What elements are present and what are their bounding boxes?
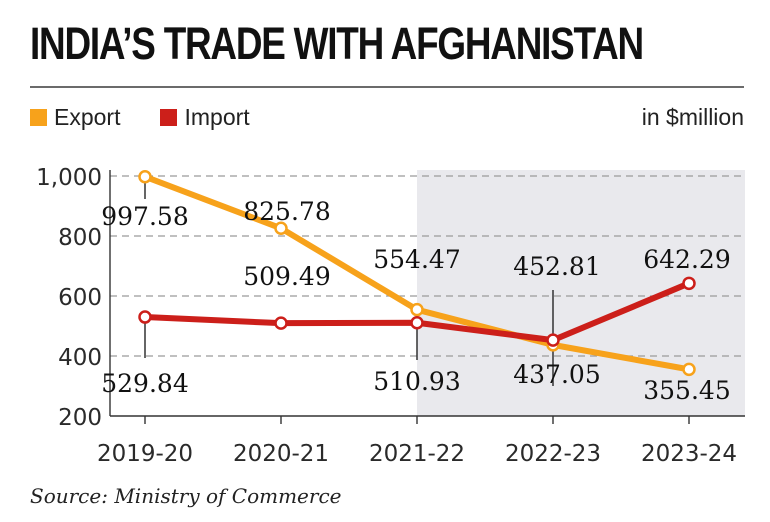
y-tick-label: 200 xyxy=(58,405,102,431)
data-point-import xyxy=(138,310,152,324)
data-point-import xyxy=(682,276,696,291)
chart-title: INDIA’S TRADE WITH AFGHANISTAN xyxy=(30,18,644,69)
data-label-export: 554.47 xyxy=(373,245,460,274)
x-tick-label: 2023-24 xyxy=(641,441,737,467)
legend-swatch-export xyxy=(30,109,47,126)
title-divider xyxy=(30,86,744,88)
data-label-export: 355.45 xyxy=(643,376,730,405)
x-tick-label: 2020-21 xyxy=(233,441,329,467)
data-label-export: 437.05 xyxy=(513,360,600,389)
data-point-export xyxy=(410,302,424,317)
legend-label-import: Import xyxy=(184,104,250,130)
y-tick-label: 1,000 xyxy=(36,165,102,191)
source-note: Source: Ministry of Commerce xyxy=(30,484,342,508)
y-tick-label: 800 xyxy=(58,225,102,251)
data-point-import xyxy=(274,316,288,330)
data-point-export xyxy=(138,169,152,184)
data-point-import xyxy=(410,315,424,330)
legend: Export Import xyxy=(30,104,290,131)
legend-swatch-import xyxy=(160,109,178,126)
data-label-import: 529.84 xyxy=(101,369,188,398)
data-label-import: 642.29 xyxy=(643,245,730,274)
data-point-import xyxy=(546,333,560,347)
data-point-export xyxy=(274,221,288,236)
data-label-export: 997.58 xyxy=(101,202,188,231)
x-tick-label: 2022-23 xyxy=(505,441,601,467)
x-tick-label: 2021-22 xyxy=(369,441,465,467)
data-label-import: 510.93 xyxy=(373,367,460,396)
y-tick-label: 400 xyxy=(58,345,102,371)
data-label-import: 509.49 xyxy=(243,262,330,291)
data-label-import: 452.81 xyxy=(513,252,600,281)
unit-label: in $million xyxy=(641,104,744,130)
y-tick-label: 600 xyxy=(58,285,102,311)
data-label-export: 825.78 xyxy=(243,197,330,226)
data-point-export xyxy=(682,362,696,377)
x-tick-label: 2019-20 xyxy=(97,441,193,467)
legend-label-export: Export xyxy=(54,104,121,130)
line-chart: 1,000 800 600 400 200 2019-20 2020-21 2021-22 20… xyxy=(36,165,745,467)
